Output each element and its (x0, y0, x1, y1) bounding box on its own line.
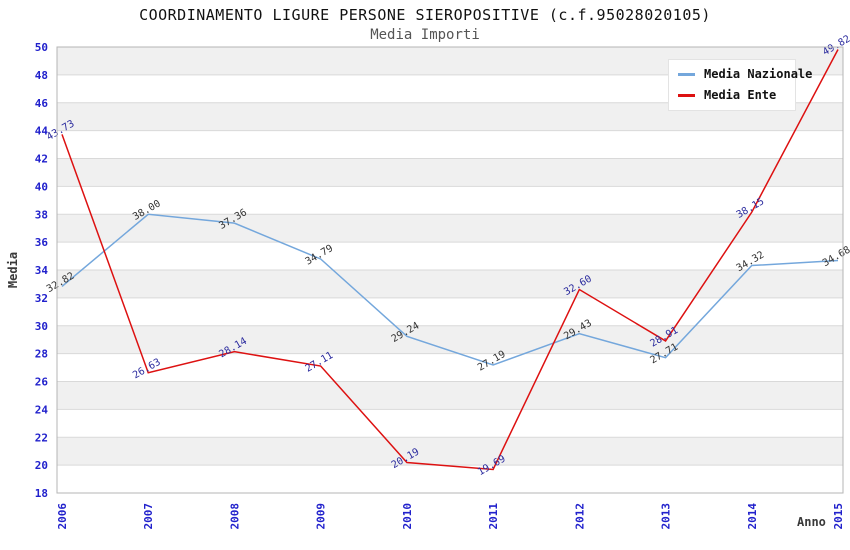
svg-text:18: 18 (35, 487, 48, 500)
svg-text:32: 32 (35, 292, 48, 305)
svg-text:2009: 2009 (315, 503, 328, 530)
svg-text:2011: 2011 (487, 503, 500, 530)
legend-label: Media Nazionale (704, 67, 813, 81)
legend: Media Nazionale Media Ente (668, 59, 812, 111)
svg-text:2008: 2008 (228, 503, 241, 530)
chart-subtitle: Media Importi (370, 27, 480, 43)
svg-text:48: 48 (35, 69, 48, 82)
svg-text:26: 26 (35, 376, 49, 389)
svg-text:Media: Media (6, 252, 20, 288)
svg-text:Anno: Anno (797, 515, 826, 529)
svg-text:34: 34 (35, 264, 49, 277)
svg-text:2012: 2012 (573, 503, 586, 530)
legend-label: Media Ente (704, 88, 777, 102)
svg-text:42: 42 (35, 153, 48, 166)
svg-text:36: 36 (35, 236, 49, 249)
svg-text:38: 38 (35, 208, 48, 221)
svg-text:28: 28 (35, 348, 48, 361)
legend-item-media-ente: Media Ente (678, 88, 786, 102)
svg-text:50: 50 (35, 41, 48, 54)
svg-text:20: 20 (35, 459, 48, 472)
legend-item-media-nazionale: Media Nazionale (678, 67, 812, 81)
svg-text:2007: 2007 (142, 503, 155, 530)
chart-title: COORDINAMENTO LIGURE PERSONE SIEROPOSITI… (139, 6, 711, 24)
svg-text:40: 40 (35, 180, 48, 193)
svg-text:2015: 2015 (832, 503, 845, 530)
line-swatch-icon (678, 72, 695, 76)
svg-text:24: 24 (35, 403, 49, 416)
svg-text:30: 30 (35, 320, 48, 333)
svg-text:22: 22 (35, 431, 48, 444)
svg-text:2013: 2013 (660, 503, 673, 530)
svg-text:2014: 2014 (746, 503, 759, 530)
svg-text:2006: 2006 (56, 503, 69, 530)
svg-text:46: 46 (35, 97, 49, 110)
svg-text:2010: 2010 (401, 503, 414, 530)
svg-text:44: 44 (35, 125, 49, 138)
line-swatch-icon (678, 93, 695, 97)
